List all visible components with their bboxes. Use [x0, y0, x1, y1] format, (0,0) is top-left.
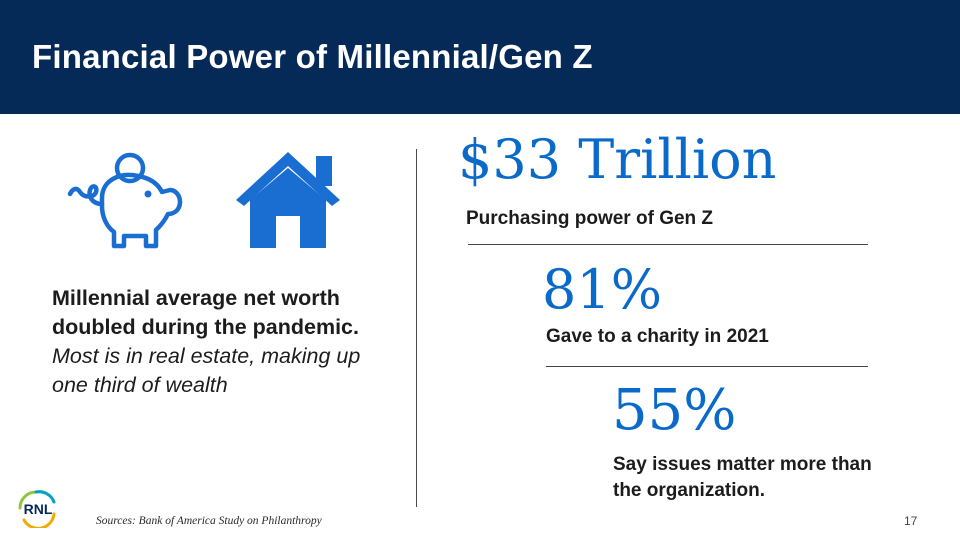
stat-issues-value: 55%	[612, 378, 737, 443]
vertical-divider	[416, 149, 417, 507]
slide-title: Financial Power of Millennial/Gen Z	[32, 38, 593, 75]
house-icon	[236, 152, 340, 248]
stat-purchasing-power-label: Purchasing power of Gen Z	[466, 208, 714, 229]
rnl-logo: RNL	[18, 490, 56, 528]
real-estate-note: Most is in real estate, making up one th…	[52, 344, 361, 397]
divider-line-2	[546, 366, 868, 367]
stat-charity-value: 81%	[542, 258, 663, 321]
stat-charity-label: Gave to a charity in 2021	[546, 326, 769, 347]
logo-text: RNL	[24, 501, 53, 517]
title-bar: Financial Power of Millennial/Gen Z	[0, 0, 960, 114]
divider-line-1	[468, 244, 868, 245]
source-citation: Sources: Bank of America Study on Philan…	[96, 515, 322, 527]
stat-purchasing-power-value: $33 Trillion	[458, 128, 777, 191]
net-worth-statement: Millennial average net worth doubled dur…	[52, 286, 359, 339]
page-number: 17	[904, 514, 918, 528]
stat-issues-label: Say issues matter more than the organiza…	[613, 454, 872, 501]
piggy-bank-icon	[67, 152, 183, 249]
left-text-block: Millennial average net worth doubled dur…	[52, 284, 372, 400]
